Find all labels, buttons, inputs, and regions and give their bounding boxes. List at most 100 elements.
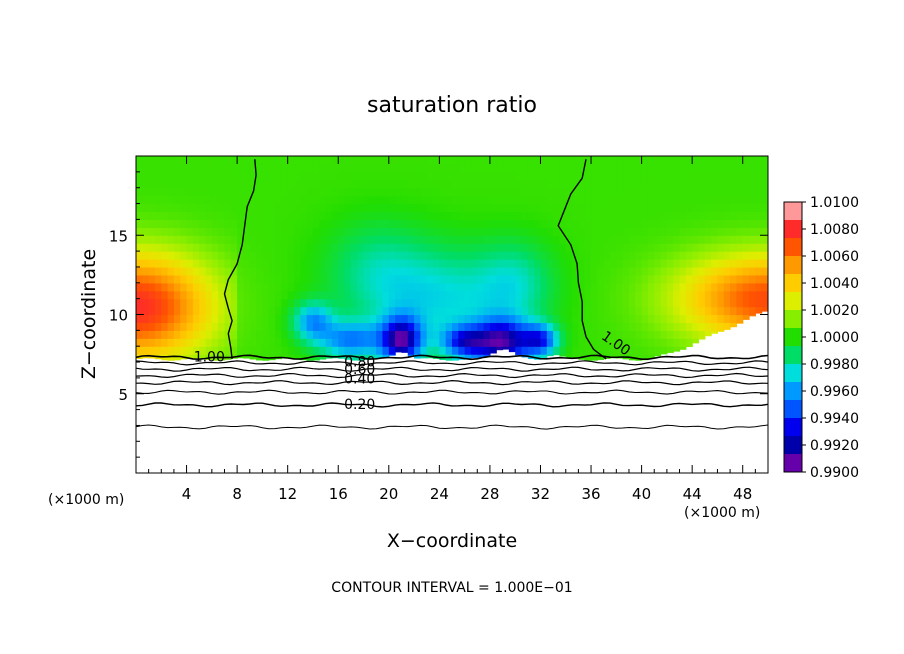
field-cell [243,251,251,260]
field-cell [344,274,352,284]
field-cell [338,314,346,324]
field-cell [527,306,535,316]
field-cell [256,330,263,339]
field-cell [401,171,409,181]
field-cell [376,314,384,324]
field-cell [148,219,156,228]
field-cell [647,322,655,331]
field-cell [591,235,598,244]
field-cell [628,163,636,173]
field-cell [173,203,181,213]
field-cell [325,203,333,213]
field-cell [597,274,605,284]
field-cell [142,298,150,308]
field-cell [180,290,188,300]
field-cell [363,290,371,300]
field-cell [508,266,516,276]
field-cell [508,306,516,316]
field-cell [369,195,377,205]
field-cell [136,163,143,173]
field-cell [591,330,598,339]
field-cell [584,187,592,197]
field-cell [262,235,270,244]
field-cell [483,322,491,331]
field-cell [584,171,592,181]
field-cell [559,346,567,355]
field-cell [483,259,491,268]
field-cell [401,156,409,165]
field-cell [673,187,681,197]
field-cell [692,266,700,276]
field-cell [458,235,466,244]
field-cell [736,322,744,324]
field-cell [161,251,169,260]
field-cell [319,179,327,189]
field-cell [540,354,548,359]
field-cell [161,219,169,228]
field-cell [161,211,169,220]
field-cell [616,306,624,316]
field-cell [211,266,219,276]
field-cell [673,274,681,284]
field-cell [698,290,706,300]
field-cell [565,187,573,197]
field-cell [635,259,643,268]
field-cell [603,219,611,228]
field-cell [376,251,384,260]
field-cell [395,243,403,252]
field-cell [445,346,453,355]
field-cell [363,179,371,189]
field-cell [312,266,320,276]
field-cell [325,259,333,268]
field-cell [692,235,700,244]
field-cell [749,266,756,276]
field-cell [470,338,478,347]
field-cell [161,179,169,189]
field-cell [470,306,478,316]
field-cell [616,227,624,236]
field-cell [742,211,750,220]
field-cell [287,306,295,316]
field-cell [597,243,605,252]
contour-line [136,389,768,395]
field-cell [294,338,301,347]
field-cell [610,338,617,347]
field-cell [742,298,750,308]
field-cell [287,187,295,197]
field-cell [136,219,143,228]
field-cell [154,306,162,316]
field-cell [192,187,200,197]
field-cell [597,298,605,308]
field-cell [136,187,143,197]
field-cell [711,330,719,334]
field-cell [711,195,719,205]
field-cell [388,187,396,197]
field-cell [591,156,598,165]
field-cell [515,203,523,213]
field-cell [167,298,175,308]
field-cell [565,322,573,331]
field-cell [167,195,175,205]
field-cell [363,171,371,181]
field-cell [603,322,611,331]
field-cell [256,346,263,355]
field-cell [610,354,617,359]
field-cell [344,338,352,347]
field-cell [452,195,459,205]
field-cell [382,266,390,276]
field-cell [628,338,636,347]
field-cell [230,211,238,220]
field-cell [420,306,428,316]
field-cell [761,163,768,173]
field-cell [243,171,251,181]
field-cell [565,235,573,244]
field-cell [294,259,301,268]
field-cell [584,346,592,355]
field-cell [256,266,263,276]
field-cell [154,274,162,284]
field-cell [654,346,662,355]
field-cell [622,243,630,252]
field-cell [268,282,276,292]
field-cell [534,266,542,276]
field-cell [275,259,282,268]
